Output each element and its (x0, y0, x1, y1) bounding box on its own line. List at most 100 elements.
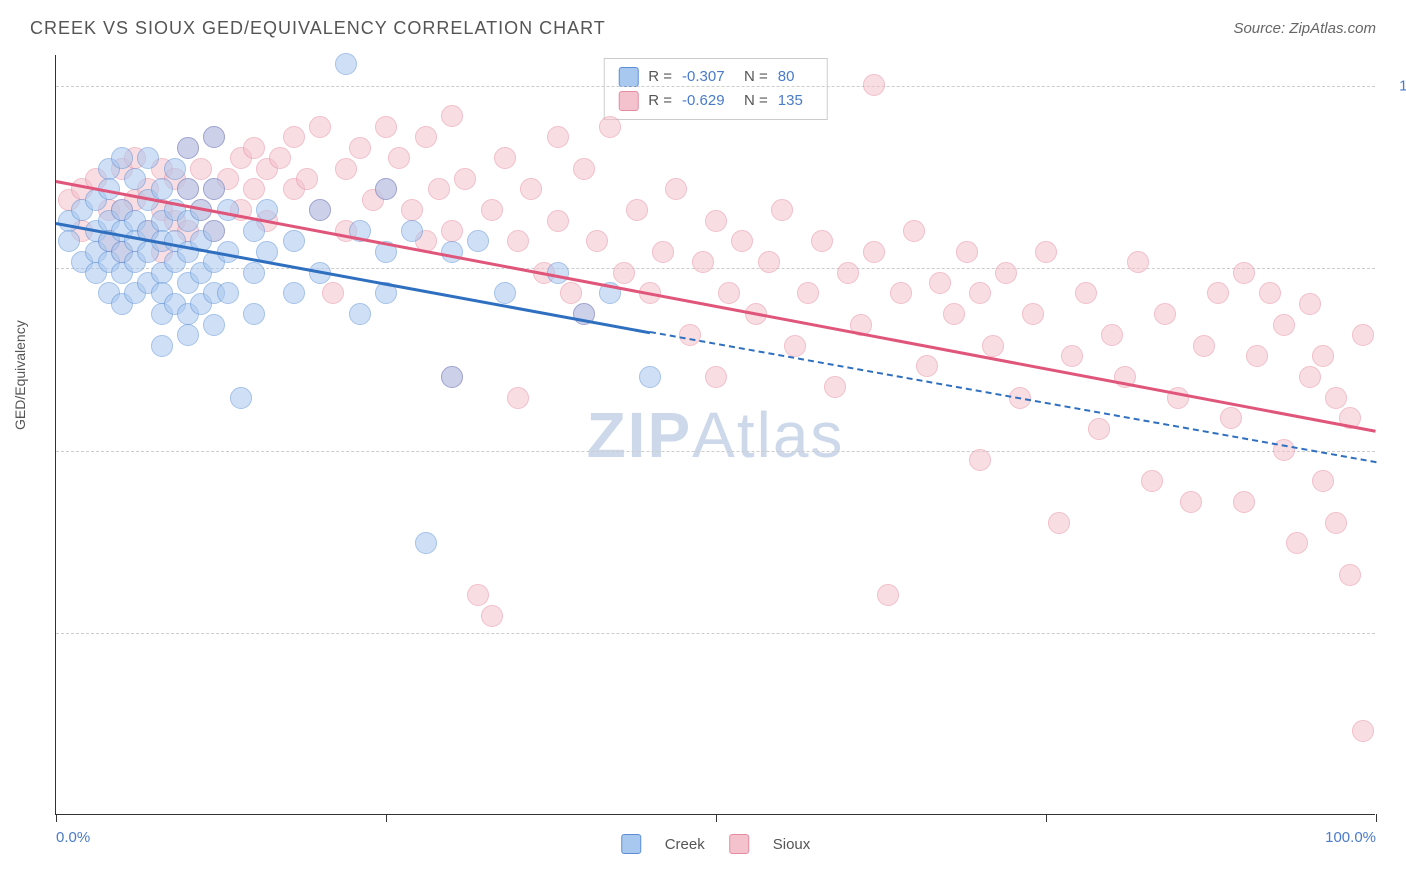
scatter-point-sioux (560, 282, 582, 304)
scatter-point-sioux (784, 335, 806, 357)
scatter-point-sioux (1233, 262, 1255, 284)
scatter-point-sioux (401, 199, 423, 221)
scatter-point-sioux (243, 178, 265, 200)
scatter-point-creek (177, 324, 199, 346)
scatter-point-sioux (335, 158, 357, 180)
stats-row-sioux: R =-0.629N =135 (618, 89, 813, 113)
scatter-point-sioux (1167, 387, 1189, 409)
scatter-point-sioux (1220, 407, 1242, 429)
scatter-point-sioux (1299, 293, 1321, 315)
scatter-point-sioux (1035, 241, 1057, 263)
scatter-point-creek (177, 178, 199, 200)
bottom-legend: CreekSioux (621, 834, 811, 854)
chart-plot-area: ZIPAtlas R =-0.307N =80R =-0.629N =135 C… (55, 55, 1375, 815)
scatter-point-sioux (428, 178, 450, 200)
scatter-point-sioux (441, 220, 463, 242)
scatter-point-creek (151, 178, 173, 200)
y-tick-label: 47.5% (1380, 624, 1406, 641)
scatter-point-sioux (1233, 491, 1255, 513)
scatter-point-creek (243, 220, 265, 242)
watermark-text: ZIPAtlas (587, 398, 845, 472)
scatter-point-sioux (1259, 282, 1281, 304)
scatter-point-sioux (731, 230, 753, 252)
scatter-point-creek (203, 220, 225, 242)
scatter-point-sioux (1048, 512, 1070, 534)
scatter-point-sioux (481, 605, 503, 627)
scatter-point-sioux (1022, 303, 1044, 325)
scatter-point-sioux (652, 241, 674, 263)
scatter-point-sioux (441, 105, 463, 127)
scatter-point-sioux (1352, 324, 1374, 346)
legend-swatch-creek (621, 834, 641, 854)
stat-n-value: 135 (778, 89, 813, 113)
scatter-point-creek (58, 230, 80, 252)
stat-r-label: R = (648, 89, 672, 113)
scatter-point-sioux (1141, 470, 1163, 492)
scatter-point-creek (151, 335, 173, 357)
scatter-point-sioux (1207, 282, 1229, 304)
scatter-point-creek (111, 147, 133, 169)
scatter-point-sioux (547, 210, 569, 232)
scatter-point-sioux (969, 282, 991, 304)
scatter-point-sioux (705, 366, 727, 388)
legend-swatch-creek (618, 67, 638, 87)
scatter-point-sioux (415, 126, 437, 148)
scatter-point-sioux (679, 324, 701, 346)
legend-swatch-sioux (618, 91, 638, 111)
scatter-point-sioux (494, 147, 516, 169)
scatter-point-sioux (1299, 366, 1321, 388)
scatter-point-sioux (322, 282, 344, 304)
scatter-point-creek (177, 137, 199, 159)
x-tick-label: 0.0% (56, 829, 90, 846)
scatter-point-sioux (507, 387, 529, 409)
scatter-point-sioux (1273, 439, 1295, 461)
scatter-point-sioux (982, 335, 1004, 357)
scatter-point-creek (441, 241, 463, 263)
scatter-point-sioux (956, 241, 978, 263)
scatter-point-sioux (388, 147, 410, 169)
scatter-point-sioux (547, 126, 569, 148)
scatter-point-sioux (481, 199, 503, 221)
scatter-point-sioux (995, 262, 1017, 284)
scatter-point-sioux (692, 251, 714, 273)
gridline (56, 633, 1375, 634)
scatter-point-sioux (1286, 532, 1308, 554)
scatter-point-sioux (520, 178, 542, 200)
scatter-point-sioux (877, 584, 899, 606)
stats-legend-box: R =-0.307N =80R =-0.629N =135 (603, 58, 828, 120)
scatter-point-creek (335, 53, 357, 75)
scatter-point-sioux (467, 584, 489, 606)
scatter-point-sioux (863, 74, 885, 96)
scatter-point-sioux (507, 230, 529, 252)
scatter-point-sioux (1325, 512, 1347, 534)
stat-n-label: N = (744, 89, 768, 113)
scatter-point-creek (217, 282, 239, 304)
scatter-point-sioux (890, 282, 912, 304)
scatter-point-sioux (665, 178, 687, 200)
scatter-point-sioux (1154, 303, 1176, 325)
scatter-point-creek (639, 366, 661, 388)
scatter-point-creek (349, 303, 371, 325)
scatter-point-creek (283, 230, 305, 252)
scatter-point-sioux (1127, 251, 1149, 273)
scatter-point-sioux (296, 168, 318, 190)
scatter-point-sioux (613, 262, 635, 284)
scatter-point-creek (415, 532, 437, 554)
scatter-point-creek (401, 220, 423, 242)
scatter-point-sioux (863, 241, 885, 263)
scatter-point-creek (375, 178, 397, 200)
y-axis-label: GED/Equivalency (12, 320, 28, 430)
scatter-point-sioux (1312, 470, 1334, 492)
scatter-point-sioux (811, 230, 833, 252)
y-tick-label: 100.0% (1380, 78, 1406, 95)
scatter-point-creek (243, 262, 265, 284)
scatter-point-sioux (771, 199, 793, 221)
scatter-point-sioux (349, 137, 371, 159)
x-tick (716, 814, 717, 822)
scatter-point-sioux (626, 199, 648, 221)
scatter-point-sioux (190, 158, 212, 180)
legend-label-creek: Creek (665, 836, 705, 853)
scatter-point-sioux (309, 116, 331, 138)
scatter-point-sioux (375, 116, 397, 138)
scatter-point-sioux (599, 116, 621, 138)
